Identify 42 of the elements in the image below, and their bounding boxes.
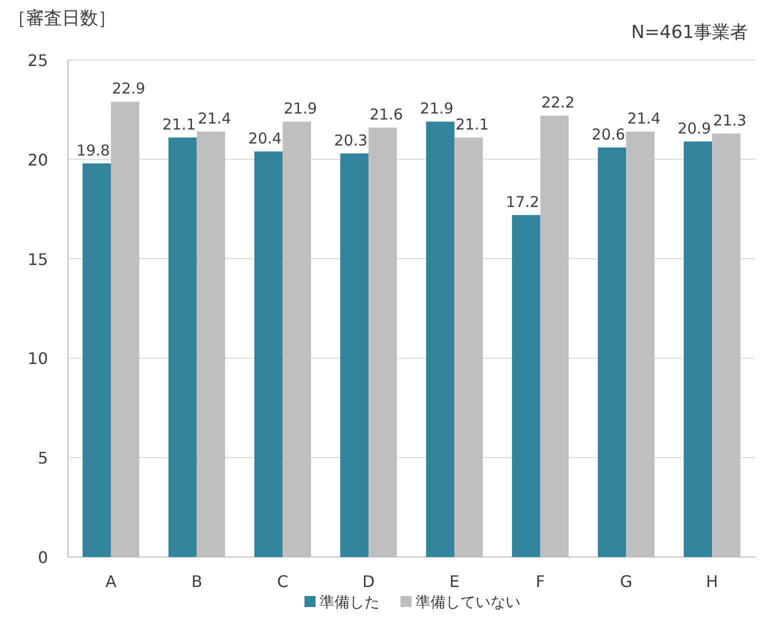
legend-label: 準備した [320,593,380,611]
bar [512,215,540,557]
data-label: 21.3 [713,112,746,130]
bar [598,147,626,557]
data-label: 21.6 [370,106,403,124]
data-label: 20.3 [334,131,368,150]
x-tick-label: B [191,572,202,591]
data-label: 22.2 [541,94,575,112]
bar [82,163,111,557]
bar [684,142,712,557]
x-tick-label: G [620,572,632,591]
y-tick-label: 10 [28,349,48,368]
data-label: 21.9 [284,100,318,118]
x-tick-label: E [449,572,460,591]
data-label: 17.2 [506,193,540,212]
x-tick-label: F [536,572,545,591]
data-label: 19.8 [76,141,110,160]
bar [426,122,454,557]
bar [168,138,197,557]
data-label: 20.6 [592,125,626,144]
x-tick-label: C [277,572,288,591]
y-tick-label: 15 [28,250,48,269]
y-tick-label: 5 [38,448,48,468]
data-label: 20.4 [248,129,282,148]
x-tick-label: A [105,572,116,591]
data-label: 21.4 [198,110,232,128]
y-axis-title: ［審査日数］ [8,8,116,29]
data-label: 21.4 [627,110,661,128]
y-tick-label: 20 [28,150,48,170]
data-label: 21.1 [455,116,489,134]
legend-label: 準備していない [416,593,520,611]
y-tick-label: 25 [28,51,48,70]
data-label: 22.9 [112,80,146,98]
bar [254,151,283,557]
data-label: 21.9 [420,100,454,118]
y-tick-label: 0 [38,548,48,567]
x-tick-label: D [362,572,375,591]
data-label: 20.9 [678,120,712,138]
bar [340,153,369,557]
text: N=461事業者 [631,22,748,43]
x-tick-label: H [706,572,718,591]
data-label: 21.1 [162,116,196,134]
